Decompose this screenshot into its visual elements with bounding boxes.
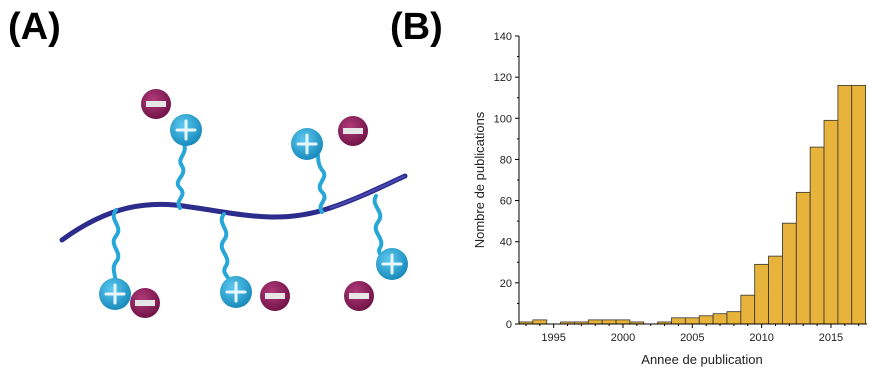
bar-2007 — [712, 313, 728, 325]
plus-icon — [381, 253, 403, 275]
bar-1998 — [587, 319, 603, 325]
minus-icon — [135, 300, 155, 306]
x-axis-label: Annee de publication — [641, 352, 762, 367]
plus-icon — [225, 281, 247, 303]
y-tick-label: 40 — [500, 237, 512, 249]
x-tick-label: 2005 — [680, 332, 704, 344]
cation-ball — [376, 248, 408, 280]
minus-icon — [146, 101, 166, 107]
cation-ball — [220, 276, 252, 308]
bar-2000 — [615, 319, 631, 325]
panel-a-label: (A) — [8, 6, 61, 48]
y-tick-label: 100 — [494, 113, 512, 125]
bar-2017 — [851, 84, 867, 325]
bar-2008 — [726, 311, 742, 325]
anion-ball — [141, 89, 171, 119]
x-tick-label: 1995 — [541, 332, 565, 344]
bar-2010 — [754, 263, 769, 325]
side-chain — [314, 148, 327, 214]
bar-2005 — [684, 317, 700, 325]
bar-2004 — [671, 317, 686, 325]
plus-icon — [175, 119, 197, 141]
y-tick-label: 80 — [500, 154, 512, 166]
x-tick-label: 2000 — [611, 332, 635, 344]
minus-icon — [349, 293, 369, 299]
bar-2009 — [740, 294, 756, 325]
side-chain — [175, 142, 187, 210]
plus-icon — [296, 133, 318, 155]
anion-ball — [338, 116, 368, 146]
side-chain — [219, 212, 233, 286]
anion-ball — [130, 288, 160, 318]
axes-group: 0 20 40 60 80 100 120 140 1995 2000 2005 2010 2015 — [494, 31, 867, 344]
bar-1994 — [532, 319, 548, 325]
anion-ball — [260, 281, 290, 311]
bar-2013 — [795, 191, 811, 325]
bars-group — [518, 84, 867, 325]
cation-ball — [170, 114, 202, 146]
panel-b-label: (B) — [390, 6, 443, 48]
y-axis-label: Nombre de publications — [472, 111, 487, 248]
bar-2006 — [698, 315, 714, 325]
x-tick-label: 2010 — [749, 332, 773, 344]
plus-icon — [104, 283, 126, 305]
x-tick-label: 2015 — [819, 332, 843, 344]
y-tick-label: 120 — [494, 72, 512, 84]
minus-icon — [265, 293, 285, 299]
bar-2016 — [837, 84, 853, 325]
y-tick-label: 140 — [494, 31, 512, 43]
cation-ball — [291, 128, 323, 160]
anion-ball — [344, 281, 374, 311]
bar-2011 — [768, 255, 783, 325]
y-tick-label: 60 — [500, 196, 512, 208]
y-tick-label: 0 — [506, 319, 512, 331]
side-chain — [111, 208, 121, 286]
bar-2012 — [782, 222, 797, 325]
bar-1999 — [601, 319, 617, 325]
y-tick-label: 20 — [500, 278, 512, 290]
cation-ball — [99, 278, 131, 310]
bar-2015 — [823, 119, 839, 325]
bar-2014 — [809, 146, 825, 325]
minus-icon — [343, 128, 363, 134]
